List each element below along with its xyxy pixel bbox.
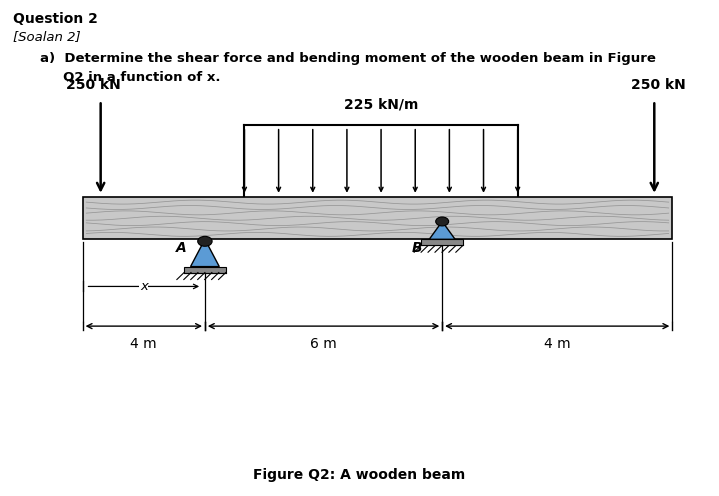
Text: 4 m: 4 m (544, 337, 571, 351)
Text: a)  Determine the shear force and bending moment of the wooden beam in Figure: a) Determine the shear force and bending… (40, 52, 656, 65)
Text: 4 m: 4 m (130, 337, 157, 351)
Polygon shape (429, 221, 455, 239)
Text: Figure Q2: A wooden beam: Figure Q2: A wooden beam (253, 468, 466, 482)
Bar (421, 239, 463, 245)
Text: Q2 in a function of x.: Q2 in a function of x. (40, 70, 220, 83)
Polygon shape (191, 239, 219, 266)
Text: [Soalan 2]: [Soalan 2] (13, 30, 81, 43)
Text: x: x (140, 280, 147, 293)
Text: 6 m: 6 m (310, 337, 337, 351)
Text: 250 kN: 250 kN (66, 77, 121, 91)
Circle shape (436, 217, 449, 226)
Text: 250 kN: 250 kN (631, 77, 685, 91)
Bar (184, 266, 226, 272)
Text: 225 kN/m: 225 kN/m (344, 97, 418, 111)
Text: A: A (176, 241, 187, 255)
Bar (83, 197, 672, 239)
Circle shape (198, 237, 212, 247)
Text: Question 2: Question 2 (13, 12, 98, 26)
Text: B: B (411, 241, 422, 255)
